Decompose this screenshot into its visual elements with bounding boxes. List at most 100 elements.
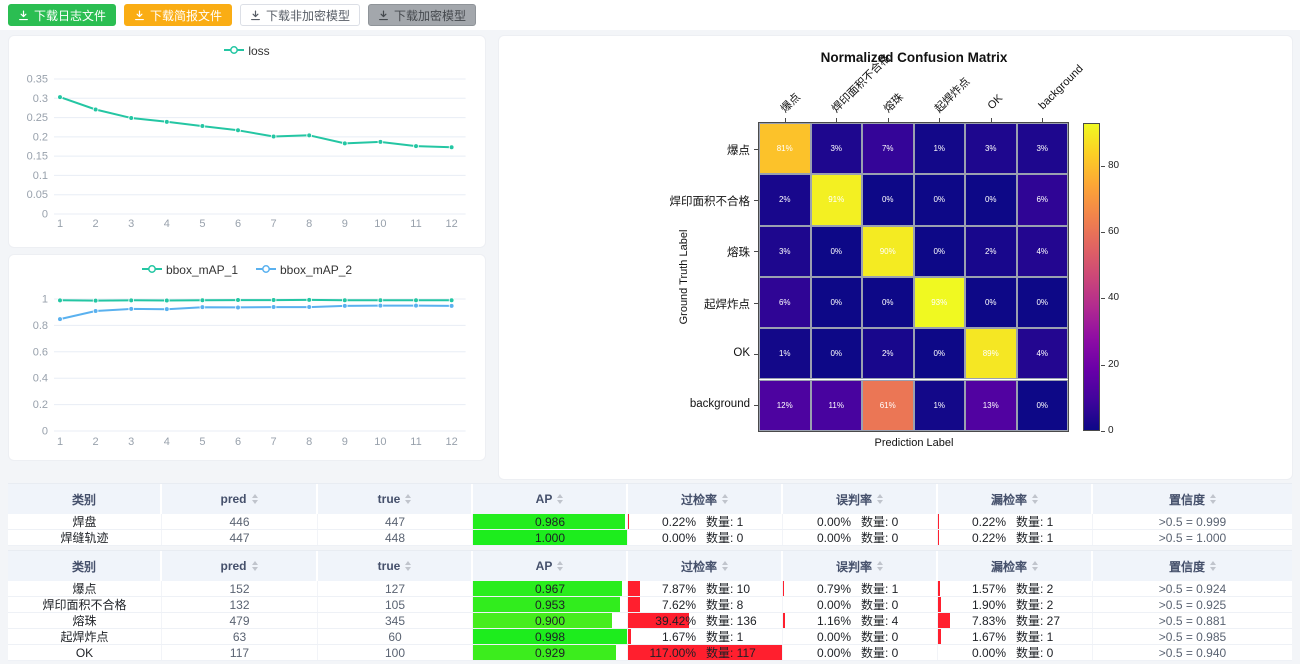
matrix-cell: 89% (965, 328, 1017, 380)
sort-caret-icon[interactable] (877, 494, 883, 504)
column-header-confidence[interactable]: 置信度 (1093, 551, 1292, 581)
download-button-3[interactable]: 下载非加密模型 (240, 4, 361, 26)
svg-text:0.15: 0.15 (27, 151, 48, 163)
sort-descending-icon[interactable] (877, 500, 883, 504)
sort-descending-icon[interactable] (722, 500, 728, 504)
rate-percent: 39.42% (655, 613, 696, 628)
column-header-miss-rate[interactable]: 漏检率 (938, 484, 1093, 514)
cell-confidence: >0.5 = 0.881 (1093, 613, 1292, 628)
column-header-over-rate[interactable]: 过检率 (628, 551, 783, 581)
cell-confidence: >0.5 = 0.925 (1093, 597, 1292, 612)
sort-ascending-icon[interactable] (877, 494, 883, 498)
sort-ascending-icon[interactable] (877, 561, 883, 565)
sort-caret-icon[interactable] (722, 494, 728, 504)
sort-ascending-icon[interactable] (405, 561, 412, 565)
sort-caret-icon[interactable] (251, 561, 258, 571)
column-header-pred[interactable]: pred (162, 484, 318, 514)
column-header-true[interactable]: true (318, 551, 473, 581)
sort-caret-icon[interactable] (557, 561, 564, 571)
sort-descending-icon[interactable] (405, 500, 412, 504)
sort-descending-icon[interactable] (877, 567, 883, 571)
sort-ascending-icon[interactable] (1210, 494, 1216, 498)
column-header-misjudge-rate[interactable]: 误判率 (783, 551, 938, 581)
cell-category: 起焊炸点 (8, 629, 162, 644)
sort-ascending-icon[interactable] (1032, 494, 1038, 498)
pred-text: 117 (229, 645, 250, 660)
sort-caret-icon[interactable] (1032, 494, 1038, 504)
legend-item-loss[interactable]: loss (224, 44, 270, 58)
download-button-1[interactable]: 下载日志文件 (8, 4, 117, 26)
matrix-cell: 0% (1016, 379, 1068, 431)
sort-caret-icon[interactable] (557, 494, 564, 504)
svg-text:1: 1 (42, 294, 48, 306)
sort-caret-icon[interactable] (722, 561, 728, 571)
sort-ascending-icon[interactable] (557, 561, 564, 565)
sort-descending-icon[interactable] (1210, 500, 1216, 504)
sort-ascending-icon[interactable] (722, 494, 728, 498)
matrix-cell-value: 13% (982, 400, 999, 410)
sort-descending-icon[interactable] (1032, 567, 1038, 571)
column-header-over-rate[interactable]: 过检率 (628, 484, 783, 514)
sort-ascending-icon[interactable] (1210, 561, 1216, 565)
matrix-col-tick (939, 118, 941, 123)
rate-bar (938, 597, 941, 612)
sort-descending-icon[interactable] (1032, 500, 1038, 504)
cell-misjudge-rate: 0.79% 数量: 1 (783, 581, 938, 596)
rate-percent: 0.22% (971, 530, 1006, 545)
sort-ascending-icon[interactable] (251, 494, 258, 498)
sort-caret-icon[interactable] (1032, 561, 1038, 571)
matrix-col-tick (990, 118, 992, 123)
column-header-miss-rate[interactable]: 漏检率 (938, 551, 1093, 581)
column-header-ap[interactable]: AP (473, 484, 628, 514)
sort-descending-icon[interactable] (1210, 567, 1216, 571)
download-button-4[interactable]: 下载加密模型 (368, 4, 477, 26)
matrix-row-tick (754, 199, 759, 201)
cell-miss-rate: 1.67% 数量: 1 (938, 629, 1093, 644)
map-chart-legend: bbox_mAP_1 bbox_mAP_2 (9, 263, 485, 277)
matrix-row-label: 焊印面积不合格 (669, 195, 751, 208)
sort-ascending-icon[interactable] (722, 561, 728, 565)
sort-caret-icon[interactable] (877, 561, 883, 571)
sort-caret-icon[interactable] (1210, 494, 1216, 504)
rate-percent: 1.16% (816, 613, 851, 628)
svg-text:2: 2 (93, 436, 99, 448)
matrix-cell: 0% (913, 225, 965, 277)
sort-ascending-icon[interactable] (1032, 561, 1038, 565)
matrix-cell: 0% (913, 174, 965, 226)
matrix-cell: 2% (965, 225, 1017, 277)
rate-cell-content: 0.22% 数量: 1 (634, 514, 776, 530)
column-header-confidence[interactable]: 置信度 (1093, 484, 1292, 514)
cell-true: 100 (318, 645, 473, 660)
sort-caret-icon[interactable] (251, 494, 258, 504)
download-icon (251, 10, 260, 20)
matrix-col-tick (836, 118, 838, 123)
cell-category: 熔珠 (8, 613, 162, 628)
sort-descending-icon[interactable] (405, 567, 412, 571)
loss-chart-card: loss 0 0.05 0.1 0.15 0.2 0.25 0.3 0.35 1 2 3 4 5 6 7 8 9… (8, 35, 486, 248)
column-header-pred[interactable]: pred (162, 551, 318, 581)
sort-ascending-icon[interactable] (557, 494, 564, 498)
sort-ascending-icon[interactable] (251, 561, 258, 565)
legend-item-bbox_mAP_2[interactable]: bbox_mAP_2 (256, 263, 352, 277)
sort-descending-icon[interactable] (251, 500, 258, 504)
sort-ascending-icon[interactable] (405, 494, 412, 498)
cell-miss-rate: 0.22% 数量: 1 (938, 530, 1093, 545)
column-header-misjudge-rate[interactable]: 误判率 (783, 484, 938, 514)
rate-cell-content: 0.22% 数量: 1 (944, 530, 1086, 546)
download-icon (19, 10, 28, 20)
column-header-ap[interactable]: AP (473, 551, 628, 581)
column-header-label: 置信度 (1168, 559, 1205, 574)
sort-descending-icon[interactable] (557, 567, 564, 571)
matrix-col-label: OK (985, 92, 1005, 112)
sort-descending-icon[interactable] (251, 567, 258, 571)
sort-caret-icon[interactable] (405, 561, 412, 571)
matrix-row-tick (754, 353, 759, 355)
legend-item-bbox_mAP_1[interactable]: bbox_mAP_1 (141, 263, 238, 277)
sort-descending-icon[interactable] (557, 500, 564, 504)
sort-caret-icon[interactable] (405, 494, 412, 504)
sort-descending-icon[interactable] (722, 567, 728, 571)
column-header-true[interactable]: true (318, 484, 473, 514)
svg-text:11: 11 (410, 436, 421, 448)
download-button-2[interactable]: 下载简报文件 (124, 4, 233, 26)
sort-caret-icon[interactable] (1210, 561, 1216, 571)
